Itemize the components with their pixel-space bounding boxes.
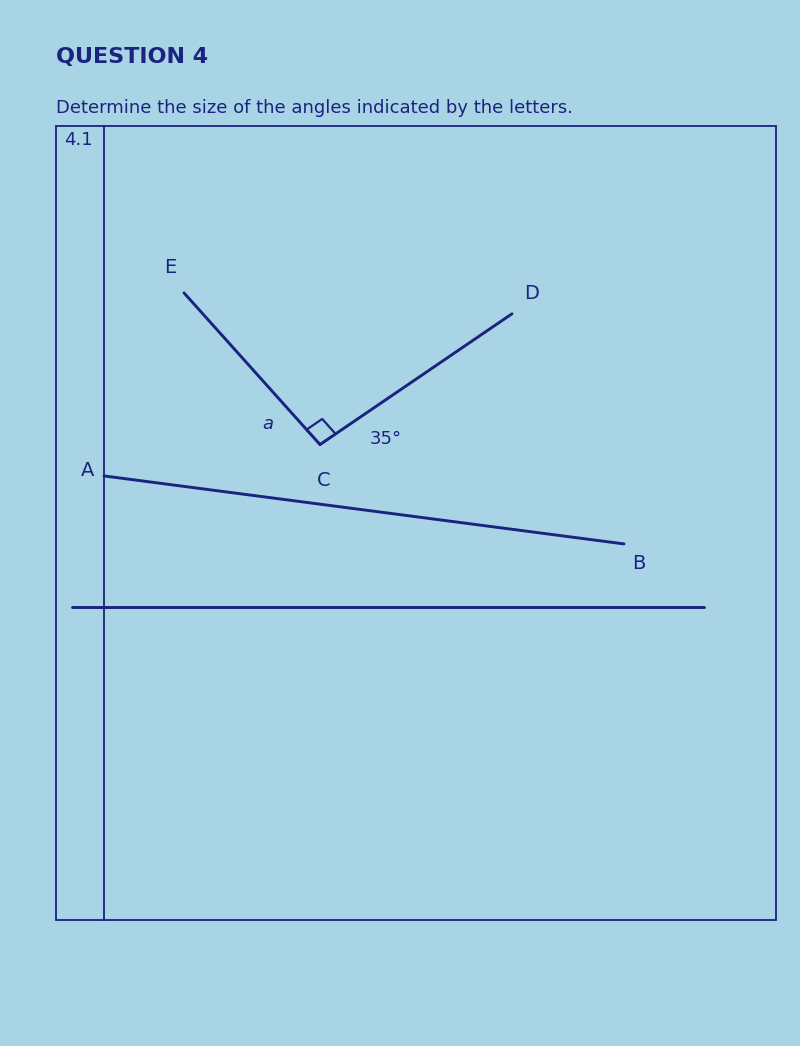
- Text: E: E: [164, 258, 176, 277]
- Bar: [56, 126, 776, 920]
- Text: B: B: [632, 554, 646, 573]
- Text: C: C: [317, 471, 331, 490]
- Text: a: a: [262, 414, 274, 433]
- Text: A: A: [81, 461, 94, 480]
- Text: 35°: 35°: [370, 430, 402, 449]
- Text: 4.1: 4.1: [64, 131, 93, 149]
- Text: D: D: [524, 285, 539, 303]
- Text: Determine the size of the angles indicated by the letters.: Determine the size of the angles indicat…: [56, 99, 573, 117]
- Text: QUESTION 4: QUESTION 4: [56, 47, 208, 67]
